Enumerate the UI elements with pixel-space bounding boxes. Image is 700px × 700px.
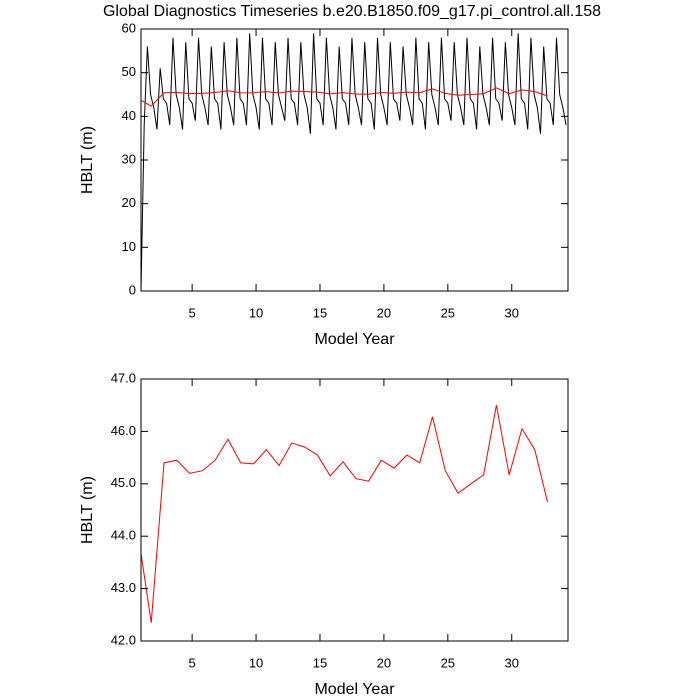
y-tick-label: 47.0: [111, 370, 136, 385]
y-tick-label: 10: [122, 239, 136, 254]
y-tick-label: 60: [122, 20, 136, 35]
x-tick-label: 20: [377, 655, 391, 670]
x-tick-label: 10: [249, 655, 263, 670]
plot-frame: [140, 378, 569, 642]
x-tick-label: 15: [313, 655, 327, 670]
x-tick-label: 5: [189, 655, 196, 670]
y-tick-label: 20: [122, 195, 136, 210]
x-tick-label: 30: [505, 655, 519, 670]
y-tick-label: 45.0: [111, 475, 136, 490]
y-tick-label: 0: [129, 282, 136, 297]
x-tick-label: 15: [313, 305, 327, 320]
x-tick-label: 10: [249, 305, 263, 320]
x-tick-label: 25: [441, 305, 455, 320]
y-tick-label: 30: [122, 151, 136, 166]
y-tick-label: 40: [122, 108, 136, 123]
y-tick-label: 43.0: [111, 580, 136, 595]
x-tick-label: 5: [189, 305, 196, 320]
x-tick-label: 25: [441, 655, 455, 670]
series-line: [141, 33, 567, 291]
y-tick-label: 42.0: [111, 632, 136, 647]
y-axis-label: HBLT (m): [79, 126, 96, 194]
x-axis-label: Model Year: [314, 681, 395, 698]
x-tick-label: 30: [505, 305, 519, 320]
y-tick-label: 50: [122, 64, 136, 79]
y-tick-label: 46.0: [111, 423, 136, 438]
x-tick-label: 20: [377, 305, 391, 320]
series-line: [141, 87, 548, 107]
y-tick-label: 44.0: [111, 528, 136, 543]
y-axis-label: HBLT (m): [79, 476, 96, 544]
series-line: [141, 405, 549, 623]
chart-title: Global Diagnostics Timeseries b.e20.B185…: [103, 3, 601, 20]
x-axis-label: Model Year: [314, 331, 395, 348]
